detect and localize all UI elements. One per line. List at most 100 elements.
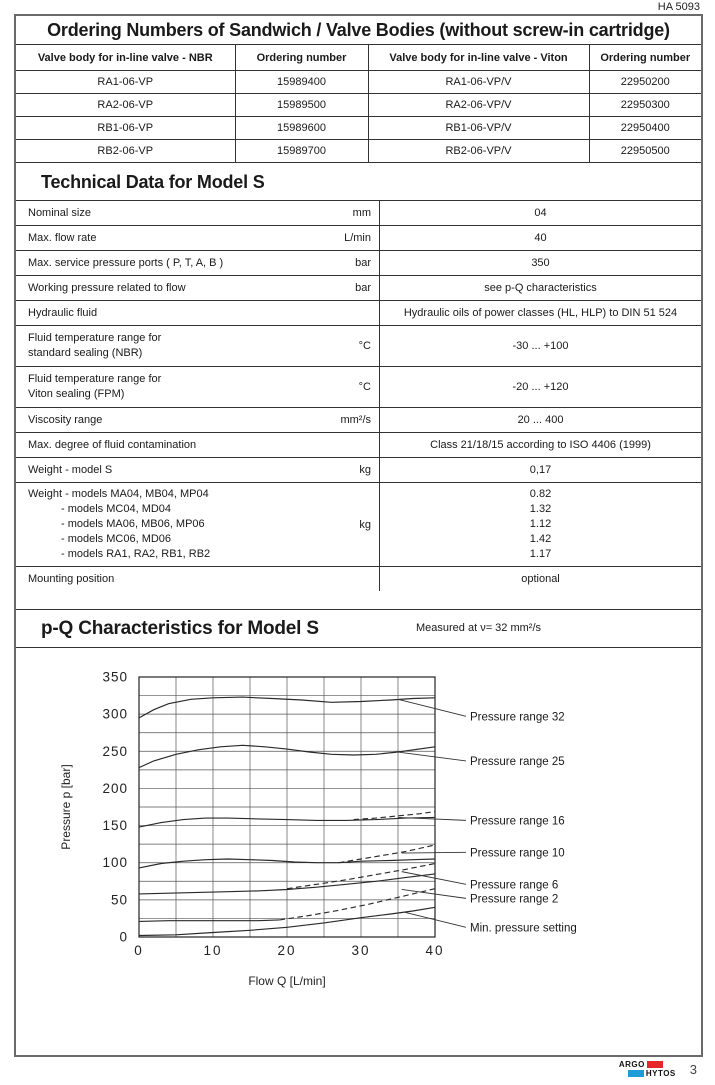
row-label: Nominal size	[28, 206, 91, 219]
curve-label: Min. pressure setting	[470, 922, 577, 934]
series-line	[138, 744, 436, 769]
row-unit: mm	[352, 207, 371, 219]
row-label: - models MC04, MD04	[61, 503, 172, 515]
row-value: 1.32	[529, 503, 552, 515]
technical-row: Weight - models MA04, MB04, MP04 - models…	[16, 483, 701, 567]
table-cell: 22950500	[588, 139, 701, 163]
series-line	[138, 906, 436, 937]
table-cell: 22950300	[588, 93, 701, 117]
table-cell: RA1-06-VP/V	[367, 70, 590, 94]
ordering-table: Valve body for in-line valve - NBR Orderi…	[16, 45, 701, 163]
x-tick-label: 30	[351, 943, 370, 958]
ordering-table-header-row: Valve body for in-line valve - NBR Orderi…	[16, 45, 701, 71]
row-label: Mounting position	[28, 572, 115, 585]
table-cell: RB1-06-VP/V	[367, 116, 590, 140]
row-value: 0.82	[529, 488, 552, 500]
x-axis-title: Flow Q [L/min]	[248, 974, 325, 988]
table-cell: RA2-06-VP/V	[367, 93, 590, 117]
column-header: Ordering number	[588, 45, 701, 71]
curve-label: Pressure range 25	[470, 756, 565, 768]
curve-label: Pressure range 6	[470, 879, 558, 891]
x-tick-label: 40	[425, 943, 444, 958]
page-footer: ARGO HYTOS 3	[14, 1057, 699, 1081]
row-value: see p-Q characteristics	[484, 281, 597, 294]
logo-text-argo: ARGO	[618, 1059, 645, 1069]
series-line	[138, 919, 280, 922]
row-value: optional	[521, 572, 560, 585]
row-value: 1.42	[529, 533, 552, 545]
label-leader-line	[397, 698, 467, 717]
row-value: 0,17	[529, 463, 552, 476]
y-tick-label: 300	[102, 707, 128, 722]
row-unit: mm²/s	[340, 414, 371, 426]
technical-row: Working pressure related to flow bar see p…	[16, 276, 701, 301]
technical-row: Weight - model S kg 0,17	[16, 458, 701, 483]
curve-label: Pressure range 32	[470, 711, 565, 723]
table-row: RA2-06-VP 15989500 RA2-06-VP/V 22950300	[16, 93, 701, 117]
y-tick-label: 150	[102, 818, 128, 833]
row-value: 350	[531, 256, 550, 269]
doc-number: HA 5093	[657, 1, 700, 13]
row-value: Class 21/18/15 according to ISO 4406 (19…	[430, 438, 651, 451]
label-leader-line	[397, 816, 467, 821]
label-leader-line	[401, 871, 467, 885]
pq-chart: 0 50 100 150 200 250 300 350 0 10 20 30 40 Pressure p…	[59, 670, 577, 989]
logo-row-bottom: HYTOS	[627, 1069, 676, 1078]
technical-row: Nominal size mm 04	[16, 201, 701, 226]
curve-label: Pressure range 2	[470, 893, 558, 905]
series-line	[138, 696, 436, 719]
row-unit: kg	[359, 464, 371, 476]
table-row: RB2-06-VP 15989700 RB2-06-VP/V 22950500	[16, 139, 701, 163]
table-row: RA1-06-VP 15989400 RA1-06-VP/V 22950200	[16, 70, 701, 94]
y-tick-label: 250	[102, 744, 128, 759]
series-line	[279, 888, 436, 921]
row-value: 40	[534, 231, 547, 244]
argo-hytos-logo: ARGO HYTOS	[619, 1060, 676, 1078]
y-tick-label: 100	[102, 855, 128, 870]
logo-row-top: ARGO	[619, 1060, 676, 1069]
pq-measurement-note: Measured at ν= 32 mm²/s	[416, 622, 542, 634]
table-cell: RB2-06-VP	[16, 139, 236, 163]
row-label: Fluid temperature range for	[28, 332, 162, 344]
table-cell: 15989700	[234, 139, 369, 163]
row-value: -30 ... +100	[512, 339, 569, 352]
series-line	[138, 873, 436, 895]
column-header: Ordering number	[234, 45, 369, 71]
table-cell: 15989600	[234, 116, 369, 140]
technical-row: Max. degree of fluid contamination Class …	[16, 433, 701, 458]
table-cell: 22950200	[588, 70, 701, 94]
row-unit: °C	[358, 340, 371, 352]
series-line	[286, 862, 436, 890]
row-unit: bar	[355, 282, 371, 294]
row-label: - models RA1, RA2, RB1, RB2	[61, 548, 211, 560]
row-label: - models MA06, MB06, MP06	[61, 518, 205, 530]
table-cell: 15989400	[234, 70, 369, 94]
x-tick-label: 20	[277, 943, 296, 958]
logo-red-block	[646, 1061, 663, 1068]
label-leader-line	[401, 851, 467, 854]
row-label: Fluid temperature range for	[28, 373, 162, 385]
y-tick-label: 350	[102, 670, 128, 685]
spacer	[16, 591, 701, 609]
row-label: Weight - models MA04, MB04, MP04	[28, 488, 209, 500]
chart-area: 0 50 100 150 200 250 300 350 0 10 20 30 40 Pressure p…	[16, 648, 701, 1055]
row-label: Viton sealing (FPM)	[28, 388, 125, 400]
curve-label: Pressure range 16	[470, 815, 565, 827]
row-value: -20 ... +120	[512, 380, 569, 393]
row-value: 1.12	[529, 518, 552, 530]
table-row: RB1-06-VP 15989600 RB1-06-VP/V 22950400	[16, 116, 701, 140]
technical-section-title: Technical Data for Model S	[41, 172, 265, 192]
table-cell: RB1-06-VP	[16, 116, 236, 140]
table-cell: 22950400	[588, 116, 701, 140]
table-cell: 15989500	[234, 93, 369, 117]
column-header: Valve body for in-line valve - Viton	[367, 45, 590, 71]
page-number: 3	[689, 1061, 697, 1077]
row-label: standard sealing (NBR)	[28, 347, 143, 359]
pq-section-title: p-Q Characteristics for Model S	[41, 617, 319, 639]
label-leader-line	[397, 751, 467, 762]
table-cell: RA1-06-VP	[16, 70, 236, 94]
row-label: Hydraulic fluid	[28, 306, 98, 319]
series-line	[338, 844, 436, 864]
y-tick-label: 50	[111, 892, 128, 907]
